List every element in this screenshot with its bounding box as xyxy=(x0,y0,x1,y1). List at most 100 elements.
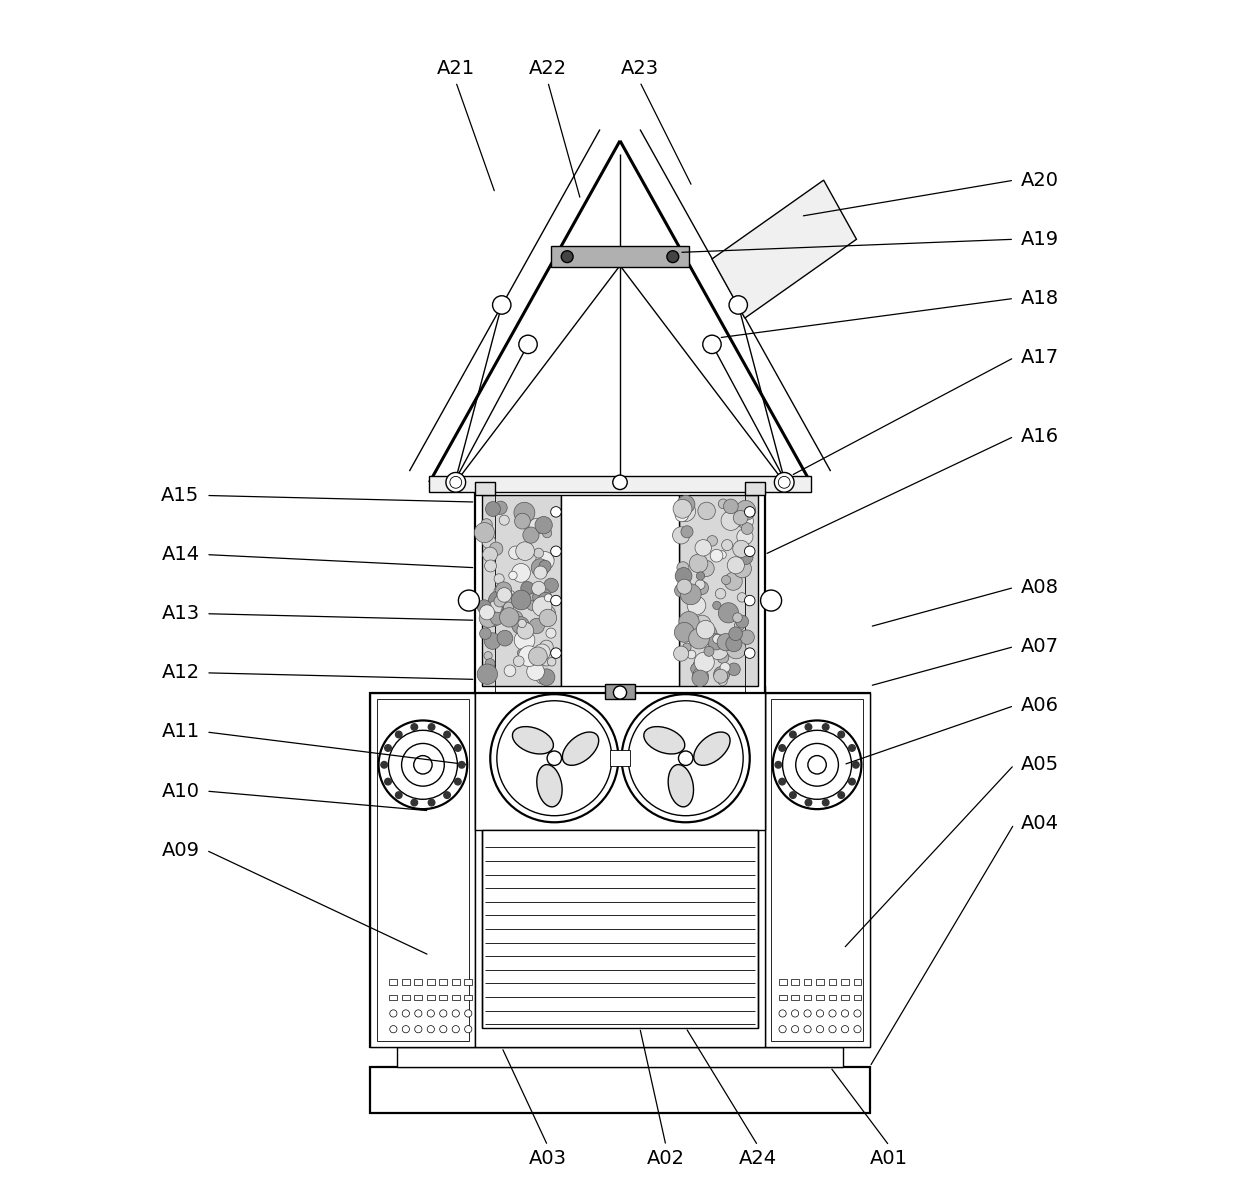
Circle shape xyxy=(533,548,543,558)
Circle shape xyxy=(714,669,728,683)
Circle shape xyxy=(738,593,746,602)
Circle shape xyxy=(838,731,844,738)
Circle shape xyxy=(779,476,790,488)
Circle shape xyxy=(779,745,785,751)
Circle shape xyxy=(527,601,537,611)
Circle shape xyxy=(744,546,755,556)
Circle shape xyxy=(494,574,505,583)
Circle shape xyxy=(486,501,501,517)
Circle shape xyxy=(677,495,694,513)
Bar xyxy=(475,486,765,693)
Circle shape xyxy=(410,800,418,805)
Circle shape xyxy=(694,652,714,672)
Bar xyxy=(853,996,862,1000)
Circle shape xyxy=(676,568,692,584)
Circle shape xyxy=(477,600,491,614)
Circle shape xyxy=(853,762,859,769)
Circle shape xyxy=(704,646,714,656)
Circle shape xyxy=(734,564,746,576)
Ellipse shape xyxy=(693,732,730,765)
Circle shape xyxy=(384,778,392,785)
Circle shape xyxy=(444,731,450,738)
Circle shape xyxy=(551,506,562,517)
Circle shape xyxy=(723,499,738,513)
Circle shape xyxy=(804,1025,811,1032)
Circle shape xyxy=(562,251,573,263)
Bar xyxy=(841,979,849,985)
Bar xyxy=(560,495,680,685)
Circle shape xyxy=(459,590,480,611)
Text: A24: A24 xyxy=(739,1150,777,1169)
Circle shape xyxy=(515,630,534,651)
Bar xyxy=(402,979,409,985)
Text: A14: A14 xyxy=(161,545,200,564)
Text: A07: A07 xyxy=(1021,637,1059,656)
Circle shape xyxy=(733,639,743,650)
Circle shape xyxy=(381,762,387,769)
Bar xyxy=(464,979,472,985)
Bar xyxy=(765,693,869,1048)
Circle shape xyxy=(675,508,688,522)
Circle shape xyxy=(503,590,516,602)
Text: A09: A09 xyxy=(161,841,200,860)
Bar xyxy=(475,482,495,495)
Circle shape xyxy=(500,608,520,627)
Bar xyxy=(791,979,799,985)
Circle shape xyxy=(494,584,511,601)
Circle shape xyxy=(479,609,497,627)
Circle shape xyxy=(689,554,708,573)
Text: A06: A06 xyxy=(1021,696,1059,715)
Circle shape xyxy=(484,651,492,659)
Circle shape xyxy=(718,551,727,558)
Circle shape xyxy=(490,542,503,556)
Circle shape xyxy=(455,778,461,785)
Circle shape xyxy=(512,563,531,582)
Bar xyxy=(414,996,423,1000)
Circle shape xyxy=(744,595,755,606)
Circle shape xyxy=(497,701,611,816)
Circle shape xyxy=(796,744,838,786)
Circle shape xyxy=(791,1010,799,1017)
Circle shape xyxy=(534,565,547,580)
Bar xyxy=(779,979,786,985)
Circle shape xyxy=(677,580,692,594)
Circle shape xyxy=(440,1025,446,1032)
Circle shape xyxy=(730,514,743,526)
Circle shape xyxy=(539,640,553,653)
Circle shape xyxy=(459,762,465,769)
Circle shape xyxy=(703,335,722,354)
Circle shape xyxy=(538,669,554,685)
Circle shape xyxy=(539,606,556,621)
Circle shape xyxy=(512,617,529,634)
Text: A23: A23 xyxy=(621,59,658,78)
Circle shape xyxy=(779,1025,786,1032)
Bar xyxy=(439,979,448,985)
Bar xyxy=(389,996,397,1000)
Circle shape xyxy=(614,685,626,699)
Circle shape xyxy=(450,476,461,488)
Circle shape xyxy=(485,658,495,669)
Circle shape xyxy=(842,1025,848,1032)
Circle shape xyxy=(496,582,512,598)
Circle shape xyxy=(389,1010,397,1017)
Text: A10: A10 xyxy=(161,782,200,801)
Text: A21: A21 xyxy=(436,59,475,78)
Bar xyxy=(804,979,811,985)
Circle shape xyxy=(737,631,750,644)
Circle shape xyxy=(692,670,708,687)
Circle shape xyxy=(720,663,730,672)
Text: A05: A05 xyxy=(1021,756,1059,775)
Circle shape xyxy=(513,656,525,666)
Circle shape xyxy=(546,555,554,563)
Circle shape xyxy=(496,590,513,608)
Circle shape xyxy=(681,583,701,605)
Bar xyxy=(429,475,811,492)
Circle shape xyxy=(475,523,495,543)
Circle shape xyxy=(396,792,402,798)
Circle shape xyxy=(542,529,552,538)
Circle shape xyxy=(414,1025,422,1032)
Circle shape xyxy=(683,643,691,651)
Circle shape xyxy=(722,539,733,550)
Circle shape xyxy=(511,590,531,609)
Circle shape xyxy=(515,513,531,529)
